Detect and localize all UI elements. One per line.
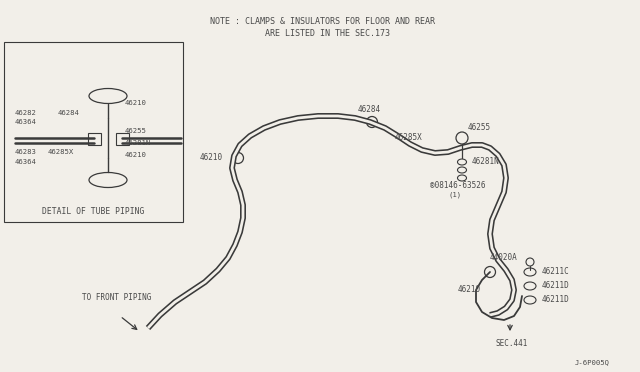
Text: 46281N: 46281N bbox=[125, 140, 151, 146]
Text: J-6P005Q: J-6P005Q bbox=[575, 359, 610, 365]
Text: 46282: 46282 bbox=[15, 110, 37, 116]
Text: ®08146-63526: ®08146-63526 bbox=[430, 180, 486, 189]
Text: 46210: 46210 bbox=[125, 100, 147, 106]
Text: 46255: 46255 bbox=[468, 124, 491, 132]
Bar bbox=[88, 133, 101, 145]
Ellipse shape bbox=[458, 175, 467, 181]
Text: (1): (1) bbox=[448, 192, 461, 198]
Text: 46281N: 46281N bbox=[472, 157, 500, 167]
Text: 46255: 46255 bbox=[125, 128, 147, 134]
Text: DETAIL OF TUBE PIPING: DETAIL OF TUBE PIPING bbox=[42, 208, 145, 217]
Text: 46364: 46364 bbox=[15, 119, 37, 125]
Text: NOTE : CLAMPS & INSULATORS FOR FLOOR AND REAR: NOTE : CLAMPS & INSULATORS FOR FLOOR AND… bbox=[210, 17, 435, 26]
Text: ARE LISTED IN THE SEC.173: ARE LISTED IN THE SEC.173 bbox=[210, 29, 390, 38]
Bar bbox=[116, 133, 129, 145]
Text: 46211D: 46211D bbox=[542, 282, 570, 291]
Text: 46284: 46284 bbox=[58, 110, 80, 116]
Text: 46211C: 46211C bbox=[542, 267, 570, 276]
Ellipse shape bbox=[524, 282, 536, 290]
Text: TO FRONT PIPING: TO FRONT PIPING bbox=[82, 294, 152, 302]
Text: 46210: 46210 bbox=[125, 152, 147, 158]
Text: 44020A: 44020A bbox=[490, 253, 518, 263]
Ellipse shape bbox=[458, 167, 467, 173]
Text: 46210: 46210 bbox=[458, 285, 481, 295]
Text: SEC.441: SEC.441 bbox=[496, 339, 529, 347]
Text: 46285X: 46285X bbox=[48, 149, 74, 155]
Bar bbox=[4, 42, 183, 222]
Text: 46210: 46210 bbox=[200, 154, 223, 163]
Ellipse shape bbox=[524, 268, 536, 276]
Text: 46283: 46283 bbox=[15, 149, 37, 155]
Text: 46285X: 46285X bbox=[395, 134, 423, 142]
Text: 46211D: 46211D bbox=[542, 295, 570, 305]
Text: 46284: 46284 bbox=[358, 106, 381, 115]
Text: 46364: 46364 bbox=[15, 159, 37, 165]
Ellipse shape bbox=[458, 159, 467, 165]
Ellipse shape bbox=[524, 296, 536, 304]
